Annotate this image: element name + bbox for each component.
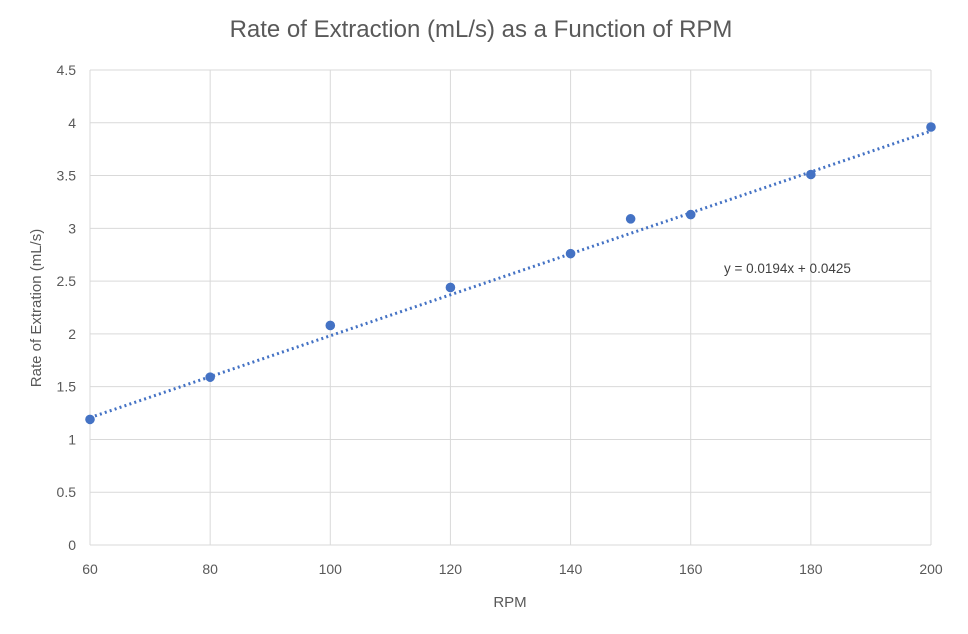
y-tick-label: 3 xyxy=(68,220,76,236)
x-tick-label: 140 xyxy=(559,561,583,577)
data-point xyxy=(85,414,95,425)
y-tick-label: 3.5 xyxy=(57,168,77,184)
y-tick-label: 1 xyxy=(68,431,76,447)
x-tick-label: 100 xyxy=(319,561,343,577)
x-tick-label: 60 xyxy=(82,561,98,577)
y-tick-label: 4 xyxy=(68,115,76,131)
y-tick-label: 2.5 xyxy=(57,273,77,289)
y-axis-ticks: 0 0.5 1 1.5 2 2.5 3 3.5 4 4.5 xyxy=(57,62,77,553)
data-point xyxy=(565,248,576,259)
data-point xyxy=(205,372,215,382)
x-tick-label: 160 xyxy=(679,561,703,577)
x-tick-label: 180 xyxy=(799,561,823,577)
x-tick-label: 200 xyxy=(919,561,943,577)
data-point xyxy=(926,122,936,132)
y-tick-label: 0.5 xyxy=(57,484,77,500)
gridlines xyxy=(89,69,932,546)
data-points xyxy=(85,122,936,425)
y-tick-label: 2 xyxy=(68,326,76,342)
x-tick-label: 80 xyxy=(202,561,218,577)
trendline-equation: y = 0.0194x + 0.0425 xyxy=(724,261,851,276)
y-axis-label: Rate of Extration (mL/s) xyxy=(28,229,45,387)
chart-title: Rate of Extraction (mL/s) as a Function … xyxy=(230,16,733,43)
data-point xyxy=(685,209,696,220)
data-point xyxy=(445,282,456,293)
y-tick-label: 0 xyxy=(68,537,76,553)
x-axis-label: RPM xyxy=(493,594,526,611)
x-tick-label: 120 xyxy=(439,561,463,577)
data-point xyxy=(325,320,336,331)
y-tick-label: 1.5 xyxy=(57,379,77,395)
y-tick-label: 4.5 xyxy=(57,62,77,78)
data-point xyxy=(625,214,636,224)
data-point xyxy=(806,169,816,180)
x-axis-ticks: 60 80 100 120 140 160 180 200 xyxy=(82,561,943,577)
